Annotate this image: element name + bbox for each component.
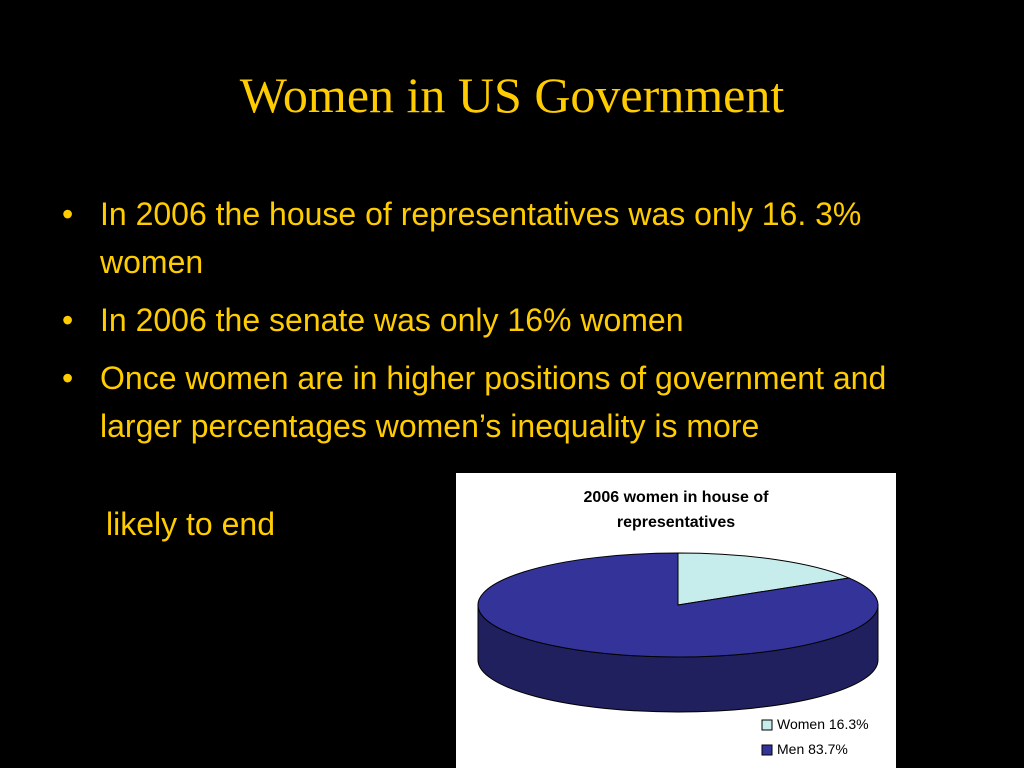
legend-swatch (761, 744, 773, 756)
legend-value: 83.7% (808, 741, 848, 757)
pie-chart: Women 16.3% Men 83.7% (477, 552, 879, 757)
bullet: Once women are in higher positions of go… (58, 354, 928, 450)
bullet: In 2006 the house of representatives was… (58, 190, 928, 286)
legend-category: Women (777, 716, 825, 732)
chart: 2006 women in house of representatives W… (456, 473, 896, 768)
legend-value: 16.3% (829, 716, 869, 732)
bullet-list: In 2006 the house of representatives was… (58, 190, 928, 460)
legend-label: Men 83.7% (777, 741, 848, 757)
pie-slice (677, 552, 851, 606)
slide-title: Women in US Government (239, 67, 785, 123)
legend-swatch (761, 719, 773, 731)
bullet: In 2006 the senate was only 16% women (58, 296, 928, 344)
chart-title: 2006 women in house of representatives (583, 489, 769, 531)
legend-label: Women 16.3% (777, 716, 869, 732)
pie-slice (477, 552, 879, 658)
bullet-continuation: likely to end (106, 506, 275, 542)
legend-category: Men (777, 741, 804, 757)
